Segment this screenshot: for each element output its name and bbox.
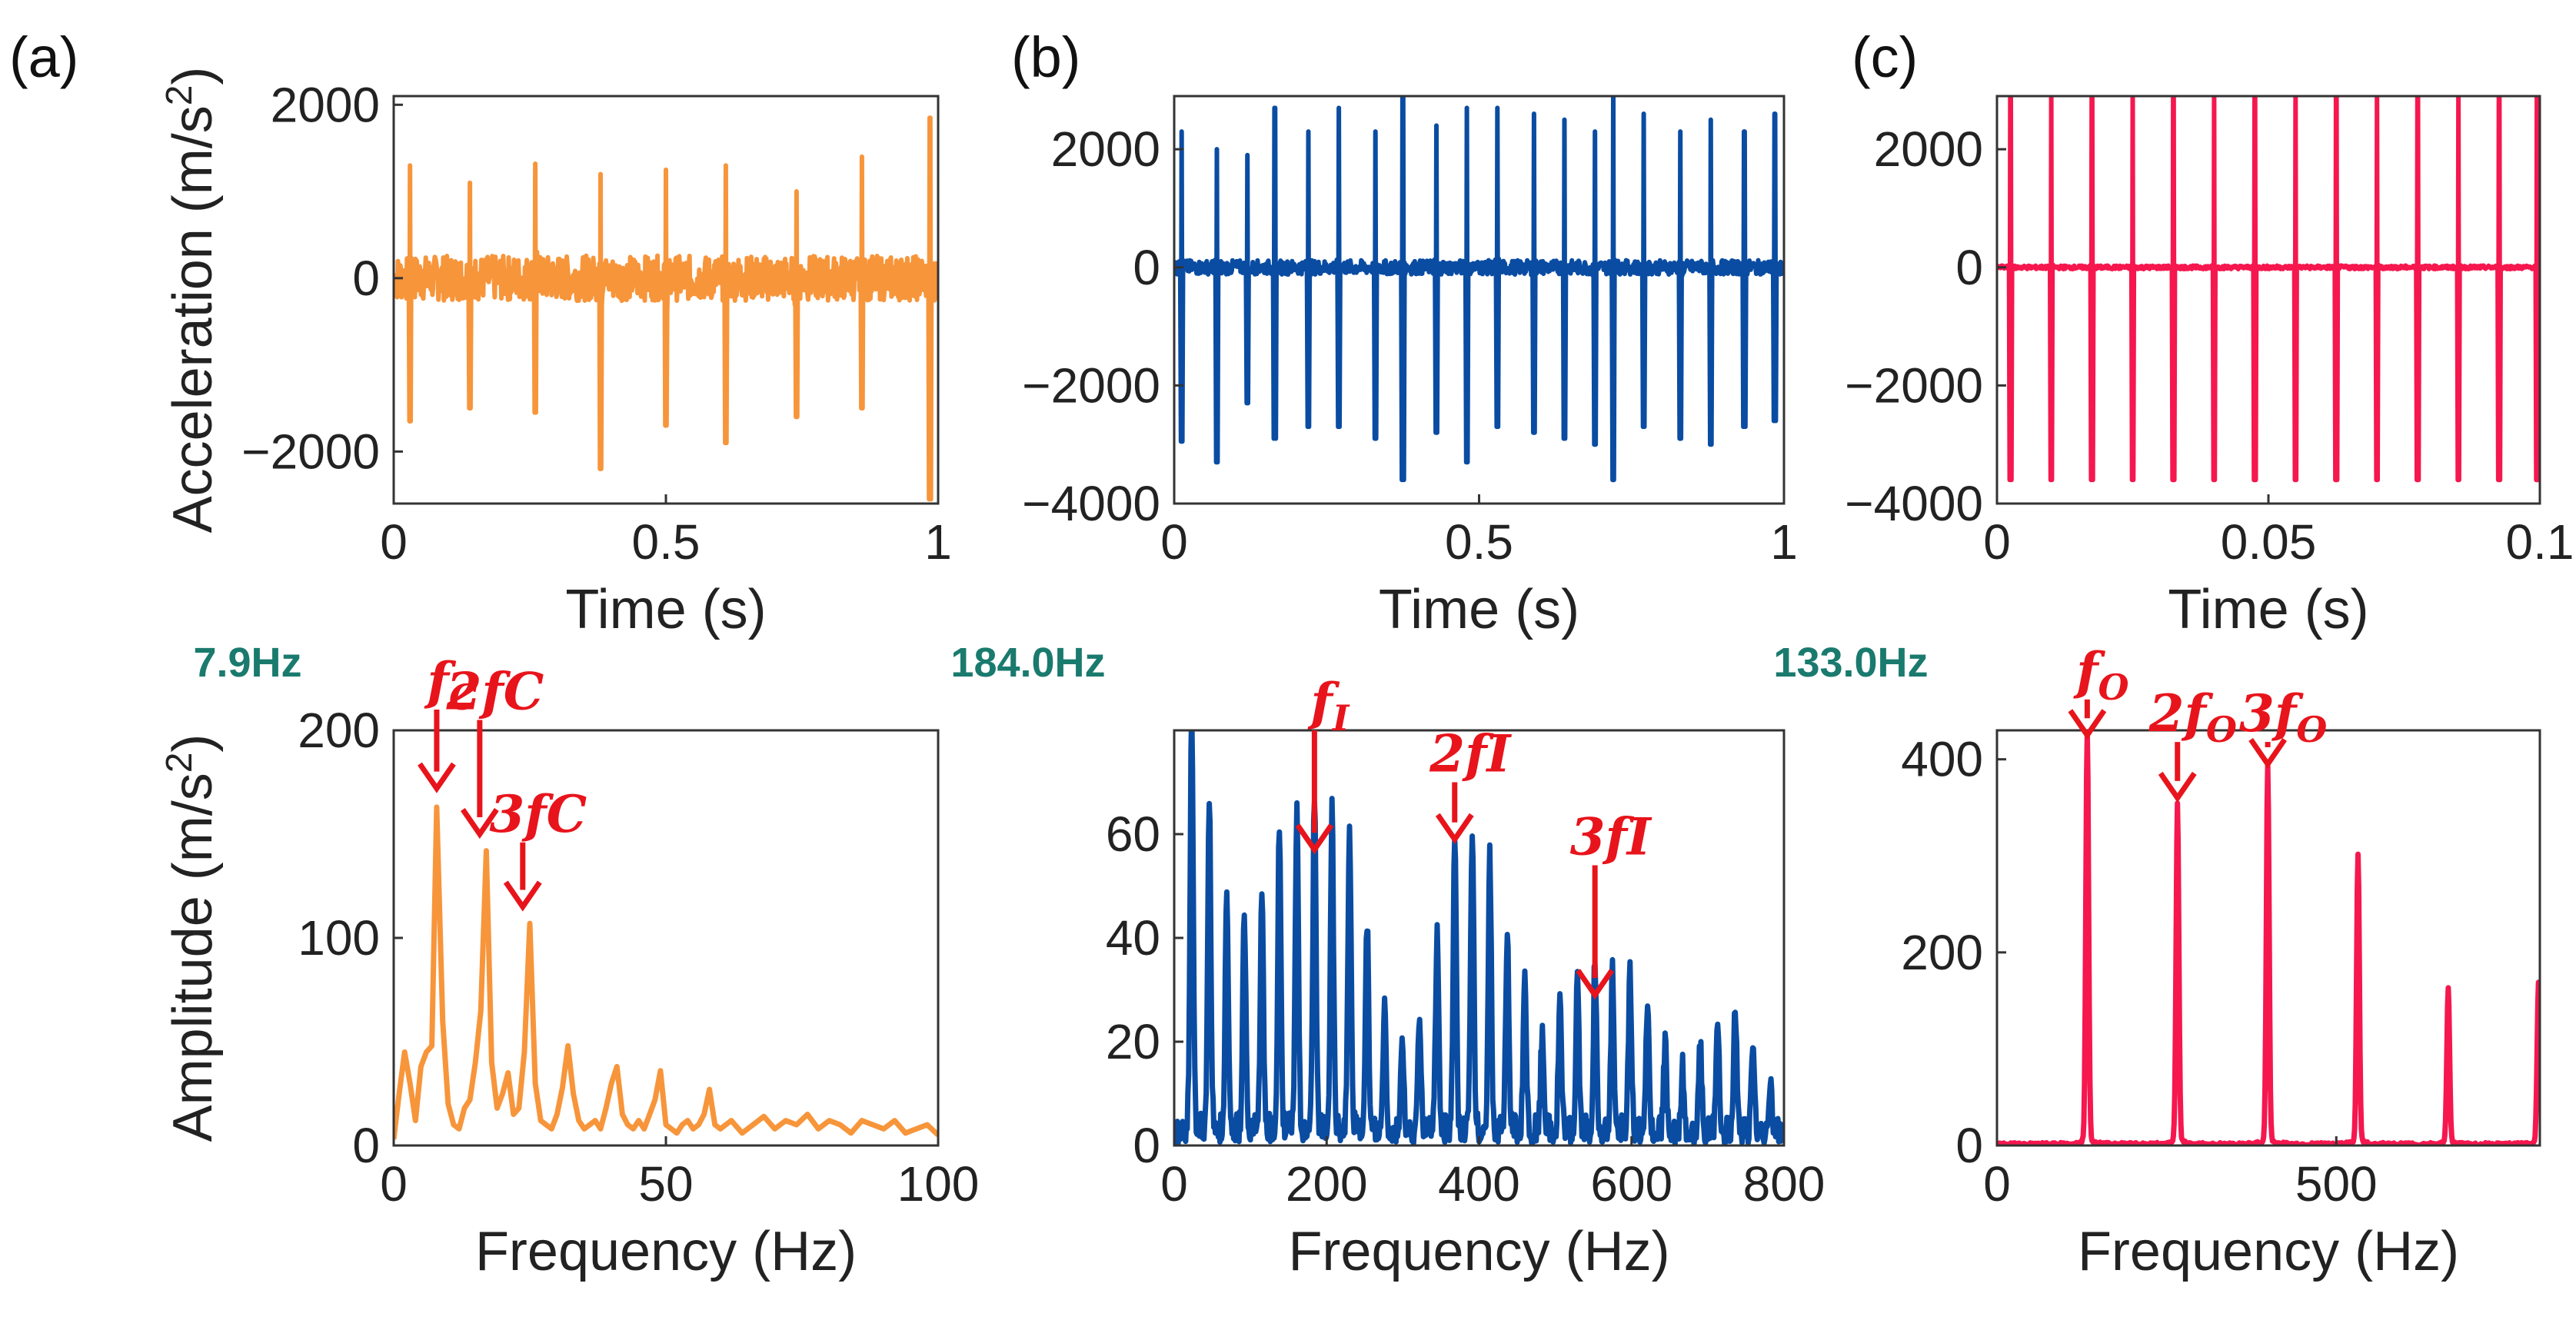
x-tick-label: 500 <box>2295 1156 2378 1212</box>
axes-frame <box>1995 729 2541 1147</box>
x-axis-label: Frequency (Hz) <box>2078 1221 2459 1282</box>
annotation-arrowhead <box>2068 709 2107 740</box>
chart-c-time: 0 0.05 0.1 2000 0 −2000 −4000 Time (s) <box>1845 95 2574 640</box>
x-tick-label: 200 <box>1286 1156 1368 1212</box>
x-tick-label: 0 <box>1983 1156 2011 1212</box>
series-line <box>394 804 938 1140</box>
x-tick-label: 1 <box>1770 514 1798 570</box>
annotation-arrowhead <box>418 762 456 793</box>
fault-frequency-label: 133.0Hz <box>1773 640 1928 686</box>
y-tick-label: −2000 <box>1022 357 1160 413</box>
annotation-arrowhead <box>2158 771 2197 803</box>
y-tick-label: 2000 <box>271 77 380 132</box>
annotation-label: 3fI <box>1570 807 1652 867</box>
annotation-label: 2fO <box>2148 683 2237 750</box>
series-line <box>1997 96 2540 483</box>
annotation-arrowhead <box>1435 813 1474 844</box>
chart-b-time: 0 0.5 1 2000 0 −2000 −4000 Time (s) <box>1022 95 1798 640</box>
x-axis-label: Time (s) <box>1379 579 1579 640</box>
y-tick-label: 400 <box>1901 732 1983 787</box>
series-line <box>1174 96 1784 483</box>
fault-frequency-label: 7.9Hz <box>193 640 301 686</box>
annotation-label: fO <box>2073 641 2128 708</box>
y-tick-label: 0 <box>352 1118 380 1173</box>
y-tick-label: 2000 <box>1051 121 1160 177</box>
x-tick-label: 0.5 <box>632 514 701 570</box>
y-tick-label: −2000 <box>241 424 380 479</box>
x-axis-label: Time (s) <box>565 579 766 640</box>
x-tick-label: 100 <box>897 1156 980 1212</box>
y-tick-label: −4000 <box>1845 476 1983 531</box>
annotation-arrowhead <box>1295 823 1334 855</box>
x-tick-label: 1 <box>924 514 952 570</box>
series-line <box>394 115 938 502</box>
annotation-label: fI <box>1307 672 1350 739</box>
panel-label-c: (c) <box>1852 25 1918 89</box>
annotation-arrowhead <box>1576 969 1615 1000</box>
annotation-label: 3fC <box>489 784 587 844</box>
x-tick-label: 0 <box>1983 514 2011 570</box>
y-tick-label: −2000 <box>1845 357 1983 413</box>
y-tick-label: 0 <box>1133 240 1160 295</box>
y-tick-label: 40 <box>1106 910 1160 966</box>
axes-frame <box>392 729 940 1147</box>
axes-frame <box>1173 95 1786 505</box>
chart-c-spectrum: 0 500 400 200 0 Frequency (Hz) 133.0Hz fO 2fO 3fO <box>1773 640 2541 1282</box>
x-tick-label: 0 <box>380 1156 408 1212</box>
annotation-label: 3fO <box>2239 683 2327 750</box>
x-axis-label: Time (s) <box>2168 579 2368 640</box>
annotation-label: 2fI <box>1429 724 1512 784</box>
x-tick-label: 0.05 <box>2221 514 2317 570</box>
x-tick-label: 800 <box>1743 1156 1825 1212</box>
fault-frequency-label: 184.0Hz <box>950 640 1105 686</box>
annotation-arrowhead <box>460 808 499 840</box>
y-tick-label: 20 <box>1106 1014 1160 1069</box>
y-tick-label: 0 <box>352 251 380 306</box>
y-tick-label: 0 <box>1955 1118 1983 1173</box>
y-axis-label: Amplitude (m/s2) <box>159 734 224 1142</box>
y-axis-label: Acceleration (m/s2) <box>159 67 224 534</box>
y-tick-label: 0 <box>1955 240 1983 295</box>
y-tick-label: 200 <box>298 703 380 758</box>
x-tick-label: 50 <box>638 1156 693 1212</box>
panel-label-a: (a) <box>9 25 78 89</box>
x-tick-label: 400 <box>1438 1156 1520 1212</box>
series-line <box>1997 730 2540 1145</box>
x-tick-label: 0 <box>1160 1156 1188 1212</box>
y-tick-label: 60 <box>1106 806 1160 862</box>
x-tick-label: 0 <box>380 514 408 570</box>
x-axis-label: Frequency (Hz) <box>475 1221 857 1282</box>
y-tick-label: −4000 <box>1022 476 1160 531</box>
x-tick-label: 0.5 <box>1445 514 1513 570</box>
y-tick-label: 200 <box>1901 925 1983 980</box>
chart-a-spectrum: 0 50 100 200 100 0 Frequency (Hz) Amplitude (m/… <box>159 640 979 1282</box>
panel-label-b: (b) <box>1011 25 1080 89</box>
y-tick-label: 100 <box>298 910 380 966</box>
x-tick-label: 600 <box>1590 1156 1672 1212</box>
annotation-arrowhead <box>2248 737 2288 770</box>
x-tick-label: 0 <box>1160 514 1188 570</box>
annotation-arrowhead <box>503 880 542 912</box>
x-tick-label: 0.1 <box>2506 514 2574 570</box>
x-axis-label: Frequency (Hz) <box>1288 1221 1669 1282</box>
annotation-label: 2fC <box>445 662 544 722</box>
y-tick-label: 2000 <box>1874 121 1983 177</box>
y-tick-label: 0 <box>1133 1118 1160 1173</box>
